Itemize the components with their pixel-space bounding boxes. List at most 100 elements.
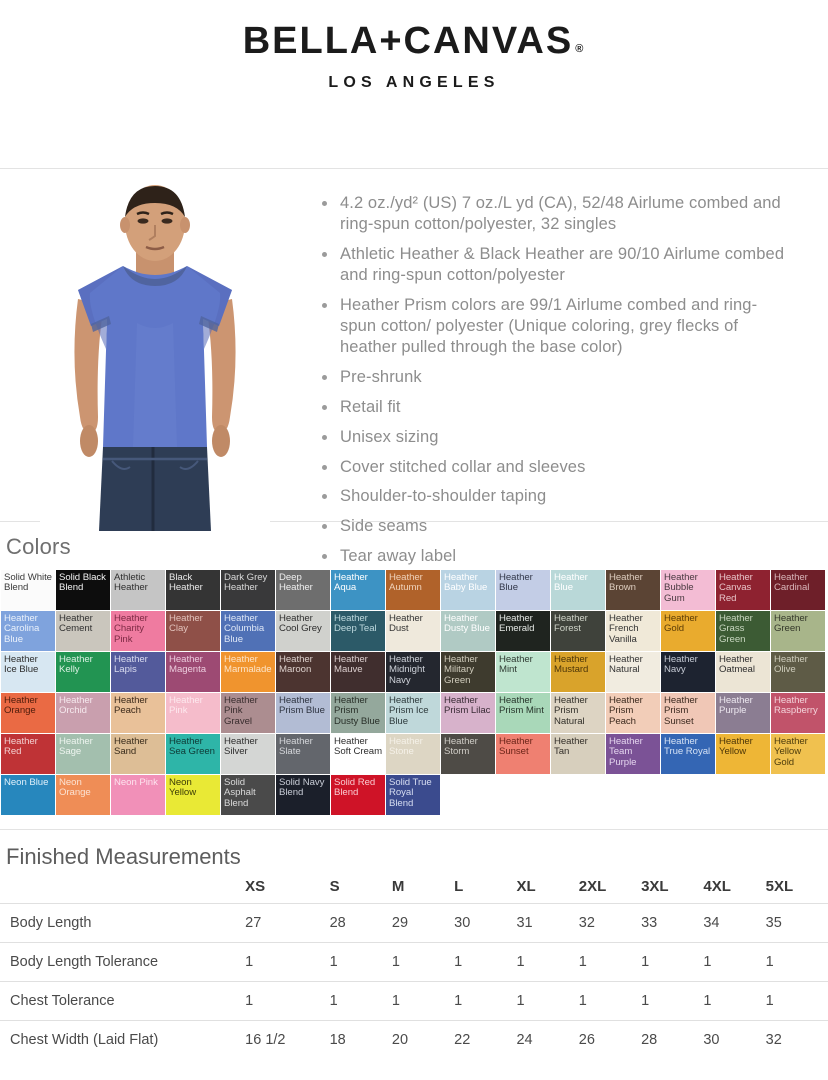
color-swatch[interactable]: Heather Maroon	[276, 652, 330, 692]
color-swatch[interactable]: Heather Columbia Blue	[221, 611, 275, 651]
color-swatch-label: Neon Yellow	[169, 777, 197, 799]
color-swatch[interactable]: Neon Blue	[1, 775, 55, 815]
color-swatch[interactable]: Heather Prism Peach	[606, 693, 660, 733]
color-swatch[interactable]: Heather Kelly	[56, 652, 110, 692]
color-swatch[interactable]: Heather Prism Sunset	[661, 693, 715, 733]
color-swatch[interactable]: Heather Baby Blue	[441, 570, 495, 610]
color-swatch[interactable]: Heather Prism Dusty Blue	[331, 693, 385, 733]
color-swatch[interactable]: Heather Olive	[771, 652, 825, 692]
color-swatch[interactable]: Solid Black Blend	[56, 570, 110, 610]
color-swatch[interactable]: Heather Sage	[56, 734, 110, 774]
measurements-table: XS S M L XL 2XL 3XL 4XL 5XL Body Length 2…	[0, 876, 828, 1059]
color-swatch-grid: Solid White Blend Solid Black Blend Athlet…	[0, 570, 828, 815]
color-swatch[interactable]: Heather Dusty Blue	[441, 611, 495, 651]
color-swatch[interactable]: Heather Blue	[496, 570, 550, 610]
color-swatch[interactable]: Neon Orange	[56, 775, 110, 815]
measurement-cell: 1	[578, 954, 587, 970]
size-header-l: L	[454, 878, 464, 895]
color-swatch[interactable]: Black Heather	[166, 570, 220, 610]
color-swatch[interactable]: Heather Purple	[716, 693, 770, 733]
color-swatch[interactable]: Heather French Vanilla	[606, 611, 660, 651]
color-swatch[interactable]: Heather Sea Green	[166, 734, 220, 774]
measurement-cell: 1	[516, 993, 525, 1009]
color-swatch[interactable]: Heather Autumn	[386, 570, 440, 610]
color-swatch[interactable]: Heather Bubble Gum	[661, 570, 715, 610]
color-swatch[interactable]: Heather Peach	[111, 693, 165, 733]
color-swatch[interactable]: Heather Orchid	[56, 693, 110, 733]
color-swatch[interactable]: Heather Forest	[551, 611, 605, 651]
color-swatch[interactable]: Neon Yellow	[166, 775, 220, 815]
color-swatch[interactable]: Heather Ice Blue	[1, 652, 55, 692]
color-swatch[interactable]: Heather Oatmeal	[716, 652, 770, 692]
color-swatch[interactable]: Heather True Royal	[661, 734, 715, 774]
color-swatch[interactable]: Heather Marmalade	[221, 652, 275, 692]
color-swatch[interactable]: Heather Clay	[166, 611, 220, 651]
color-swatch[interactable]: Heather Canvas Red	[716, 570, 770, 610]
color-swatch[interactable]: Heather Prism Natural	[551, 693, 605, 733]
color-swatch[interactable]: Heather Mauve	[331, 652, 385, 692]
color-swatch[interactable]: Heather Cement	[56, 611, 110, 651]
color-swatch[interactable]: Heather Brown	[606, 570, 660, 610]
color-swatch[interactable]: Heather Sunset	[496, 734, 550, 774]
color-swatch[interactable]: Heather Cool Grey	[276, 611, 330, 651]
color-swatch-label: Heather Mauve	[334, 654, 368, 676]
color-swatch[interactable]: Heather Mustard	[551, 652, 605, 692]
color-swatch[interactable]: Heather Sand	[111, 734, 165, 774]
color-swatch[interactable]: Heather Storm	[441, 734, 495, 774]
color-swatch-label: Heather Sage	[59, 736, 93, 758]
color-swatch[interactable]: Deep Heather	[276, 570, 330, 610]
color-swatch-label: Heather Raspberry	[774, 695, 818, 717]
color-swatch[interactable]: Heather Yellow	[716, 734, 770, 774]
measurement-cell: 1	[391, 993, 400, 1009]
color-swatch[interactable]: Heather Charity Pink	[111, 611, 165, 651]
color-swatch[interactable]: Solid Navy Blend	[276, 775, 330, 815]
color-swatch[interactable]: Dark Grey Heather	[221, 570, 275, 610]
color-swatch[interactable]: Heather Orange	[1, 693, 55, 733]
color-swatch-label: Heather Green	[774, 613, 808, 635]
color-swatch[interactable]: Heather Soft Cream	[331, 734, 385, 774]
color-swatch-label: Heather Prism Lilac	[444, 695, 491, 717]
color-swatch[interactable]: Heather Midnight Navy	[386, 652, 440, 692]
color-swatch[interactable]: Solid White Blend	[1, 570, 55, 610]
color-swatch[interactable]: Heather Pink Gravel	[221, 693, 275, 733]
color-swatch[interactable]: Heather Emerald	[496, 611, 550, 651]
color-swatch[interactable]: Heather Slate	[276, 734, 330, 774]
color-swatch[interactable]: Heather Prism Lilac	[441, 693, 495, 733]
color-swatch[interactable]: Heather Silver	[221, 734, 275, 774]
color-swatch[interactable]: Heather Prism Mint	[496, 693, 550, 733]
color-swatch[interactable]: Heather Dust	[386, 611, 440, 651]
color-swatch[interactable]: Heather Lapis	[111, 652, 165, 692]
color-swatch[interactable]: Heather Gold	[661, 611, 715, 651]
color-swatch[interactable]: Heather Aqua	[331, 570, 385, 610]
color-swatch-label: Heather Columbia Blue	[224, 613, 265, 645]
color-swatch[interactable]: Heather Navy	[661, 652, 715, 692]
measurement-cell: 1	[454, 954, 463, 970]
color-swatch[interactable]: Solid Red Blend	[331, 775, 385, 815]
product-spec-list: 4.2 oz./yd² (US) 7 oz./L yd (CA), 52/48 …	[300, 183, 828, 565]
color-swatch[interactable]: Heather Stone	[386, 734, 440, 774]
color-swatch[interactable]: Heather Magenta	[166, 652, 220, 692]
color-swatch[interactable]: Solid Asphalt Blend	[221, 775, 275, 815]
color-swatch[interactable]: Heather Natural	[606, 652, 660, 692]
color-swatch[interactable]: Heather Cardinal	[771, 570, 825, 610]
color-swatch[interactable]: Heather Red	[1, 734, 55, 774]
color-swatch[interactable]: Heather Carolina Blue	[1, 611, 55, 651]
color-swatch[interactable]: Heather Yellow Gold	[771, 734, 825, 774]
color-swatch[interactable]: Heather Military Green	[441, 652, 495, 692]
color-swatch[interactable]: Heather Grass Green	[716, 611, 770, 651]
color-swatch[interactable]: Heather Prism Ice Blue	[386, 693, 440, 733]
color-swatch[interactable]: Heather Prism Blue	[276, 693, 330, 733]
color-swatch[interactable]: Athletic Heather	[111, 570, 165, 610]
color-swatch[interactable]: Heather Raspberry	[771, 693, 825, 733]
color-swatch[interactable]: Heather Pink	[166, 693, 220, 733]
color-swatch[interactable]: Heather Mint	[496, 652, 550, 692]
color-swatch[interactable]: Heather Green	[771, 611, 825, 651]
color-swatch[interactable]: Heather Deep Teal	[331, 611, 385, 651]
color-swatch-label: Heather Silver	[224, 736, 258, 758]
color-swatch[interactable]: Heather Blue	[551, 570, 605, 610]
color-swatch[interactable]: Neon Pink	[111, 775, 165, 815]
color-swatch[interactable]: Solid True Royal Blend	[386, 775, 440, 815]
color-swatch-label: Heather Orange	[4, 695, 38, 717]
color-swatch[interactable]: Heather Tan	[551, 734, 605, 774]
color-swatch[interactable]: Heather Team Purple	[606, 734, 660, 774]
